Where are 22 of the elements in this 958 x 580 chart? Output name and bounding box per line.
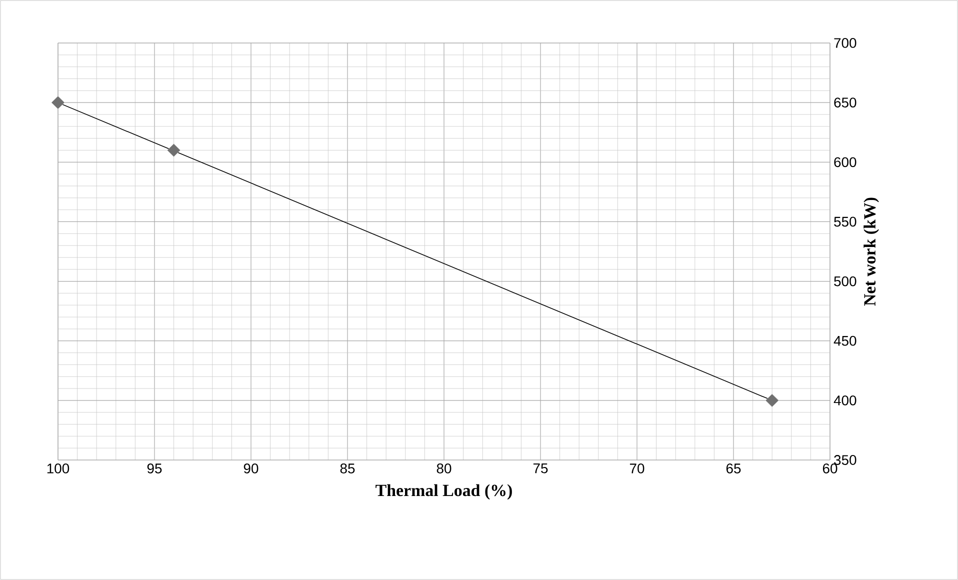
x-tick-label: 70: [630, 464, 644, 474]
x-tick-label: 100: [47, 464, 70, 474]
x-tick-label: 60: [822, 464, 838, 474]
y-tick-label: 400: [834, 395, 856, 406]
x-tick-label: 75: [533, 464, 548, 474]
y-tick-label: 450: [834, 336, 856, 346]
x-tick-label: 65: [726, 464, 741, 474]
y-tick-label: 700: [834, 38, 856, 48]
y-tick-label: 500: [834, 276, 856, 286]
y-tick-label: 600: [834, 157, 856, 168]
x-tick-label: 90: [244, 464, 258, 474]
x-axis-title: Thermal Load (%): [376, 484, 512, 500]
point: [765, 394, 779, 408]
x-tick-label: 85: [340, 464, 355, 474]
x-tick-label: 80: [436, 464, 452, 474]
y-tick-label: 350: [834, 455, 856, 465]
point: [51, 96, 65, 110]
y-tick-label: 650: [834, 98, 856, 108]
y-axis-title: Net work (kW): [864, 198, 879, 306]
x-tick-label: 95: [147, 464, 162, 474]
y-tick-label: 550: [834, 216, 856, 227]
point: [167, 144, 181, 157]
